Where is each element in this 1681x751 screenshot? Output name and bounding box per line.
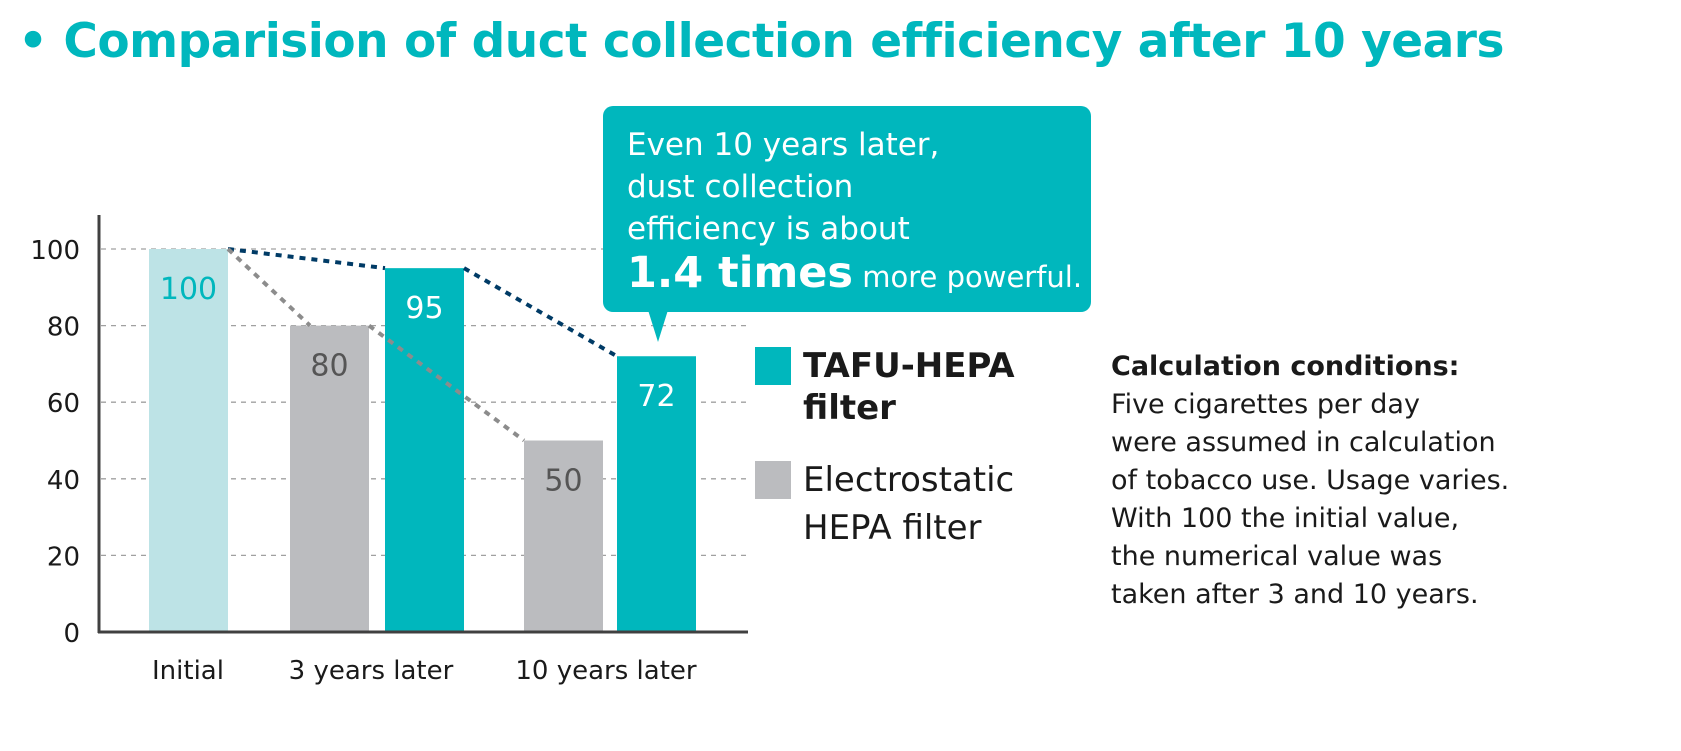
conditions-line: taken after 3 and 10 years. — [1111, 579, 1479, 610]
axis-tick-labels: 0 20 40 60 80 100 Initial 3 years later 10 years… — [30, 236, 697, 686]
conditions-line: With 100 the initial value, — [1111, 503, 1460, 534]
callout-line: efficiency is about — [627, 211, 910, 247]
legend-label-line: filter — [803, 388, 896, 428]
legend-label-line: HEPA filter — [803, 508, 982, 548]
bar — [149, 249, 228, 632]
trend-line-tafu — [463, 266, 618, 358]
trend-line-electrostatic — [226, 247, 312, 328]
bar-value-label: 80 — [310, 349, 348, 384]
legend-item-electrostatic-hepa: Electrostatic HEPA filter — [755, 458, 1014, 556]
callout-pointer — [648, 310, 668, 342]
legend-label-line: TAFU-HEPA — [803, 346, 1015, 386]
bar — [524, 440, 603, 632]
chart-title: • Comparision of duct collection efficie… — [18, 14, 1504, 69]
callout-bubble — [603, 106, 1091, 312]
bar-value-labels: 100 80 95 50 72 — [160, 272, 676, 499]
conditions-line: were assumed in calculation — [1111, 427, 1496, 458]
x-tick-label: 10 years later — [515, 656, 697, 686]
bar-value-label: 50 — [544, 464, 582, 499]
legend-label: TAFU-HEPA filter — [803, 334, 1015, 430]
x-tick-label: Initial — [152, 656, 224, 686]
conditions-line: of tobacco use. Usage varies. — [1111, 465, 1510, 496]
trend-line-tafu — [227, 247, 386, 271]
y-tick-label: 60 — [47, 389, 80, 419]
bar-value-label: 100 — [160, 272, 217, 307]
legend-label-line: Electrostatic — [803, 460, 1015, 500]
bar-value-label: 95 — [405, 291, 443, 326]
x-tick-label: 3 years later — [289, 656, 454, 686]
legend-swatch-gray — [755, 461, 791, 499]
bar — [290, 325, 369, 632]
callout-line: dust collection — [627, 169, 854, 205]
legend-swatch-teal — [755, 347, 791, 385]
callout-line: 1.4 times more powerful. — [627, 250, 1082, 300]
bar-value-label: 72 — [637, 379, 675, 414]
conditions-title: Calculation conditions: — [1111, 351, 1460, 382]
callout-tail-text: more powerful. — [853, 260, 1083, 294]
callout-emphasis: 1.4 times — [627, 248, 854, 298]
trend-lines — [226, 247, 618, 443]
legend-item-tafu-hepa: TAFU-HEPA filter — [755, 344, 1015, 430]
conditions-line: Five cigarettes per day — [1111, 389, 1420, 420]
y-tick-label: 100 — [30, 236, 80, 266]
y-tick-label: 0 — [63, 619, 80, 649]
bar — [617, 356, 696, 632]
bar — [385, 268, 464, 632]
conditions-line: the numerical value was — [1111, 541, 1443, 572]
bars — [149, 249, 696, 632]
legend-label: Electrostatic HEPA filter — [803, 448, 1014, 556]
y-tick-label: 40 — [47, 466, 80, 496]
y-tick-label: 20 — [47, 542, 80, 572]
axes — [97, 215, 748, 634]
y-tick-label: 80 — [47, 313, 80, 343]
callout-text: Even 10 years later, dust collection eff… — [627, 124, 1082, 300]
trend-line-electrostatic — [367, 323, 526, 443]
calculation-conditions: Calculation conditions: Five cigarettes … — [1111, 348, 1509, 614]
callout-line: Even 10 years later, — [627, 127, 940, 163]
